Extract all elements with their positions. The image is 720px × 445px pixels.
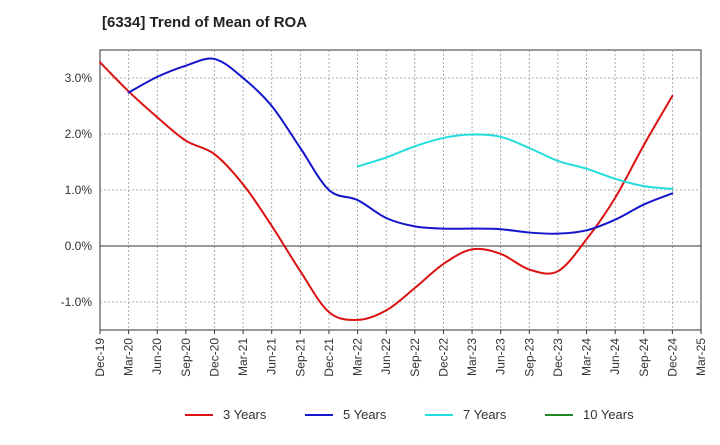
x-tick-label: Sep-20 <box>179 338 193 377</box>
x-tick-label: Mar-22 <box>351 338 365 376</box>
x-tick-label: Sep-22 <box>408 338 422 377</box>
x-tick-label: Jun-21 <box>265 338 279 375</box>
legend-label-5-years: 5 Years <box>343 407 387 422</box>
series-line-7-years <box>356 133 674 190</box>
y-tick-label: 0.0% <box>65 239 93 253</box>
x-tick-label: Jun-24 <box>608 338 622 375</box>
series-line-5-years <box>127 57 674 235</box>
x-tick-label: Jun-20 <box>150 338 164 375</box>
x-tick-label: Dec-22 <box>436 338 450 377</box>
chart-title: [6334] Trend of Mean of ROA <box>102 14 308 31</box>
y-tick-label: 3.0% <box>65 71 93 85</box>
x-tick-label: Mar-25 <box>694 338 708 376</box>
x-tick-label: Jun-23 <box>494 338 508 375</box>
series-line-3-years <box>99 61 674 321</box>
x-tick-label: Sep-24 <box>637 338 651 377</box>
x-tick-label: Dec-24 <box>665 338 679 377</box>
x-tick-label: Mar-24 <box>580 338 594 376</box>
x-tick-label: Dec-20 <box>207 338 221 377</box>
legend-label-3-years: 3 Years <box>223 407 267 422</box>
legend-label-10-years: 10 Years <box>583 407 634 422</box>
x-tick-label: Mar-23 <box>465 338 479 376</box>
y-tick-label: 2.0% <box>65 127 93 141</box>
y-tick-label: -1.0% <box>61 295 93 309</box>
legend-label-7-years: 7 Years <box>463 407 507 422</box>
x-tick-label: Mar-20 <box>122 338 136 376</box>
x-tick-label: Jun-22 <box>379 338 393 375</box>
x-tick-label: Mar-21 <box>236 338 250 376</box>
x-tick-label: Dec-21 <box>322 338 336 377</box>
x-tick-label: Sep-23 <box>522 338 536 377</box>
x-tick-label: Sep-21 <box>293 338 307 377</box>
x-tick-label: Dec-23 <box>551 338 565 377</box>
y-tick-label: 1.0% <box>65 183 93 197</box>
x-tick-label: Dec-19 <box>93 338 107 377</box>
